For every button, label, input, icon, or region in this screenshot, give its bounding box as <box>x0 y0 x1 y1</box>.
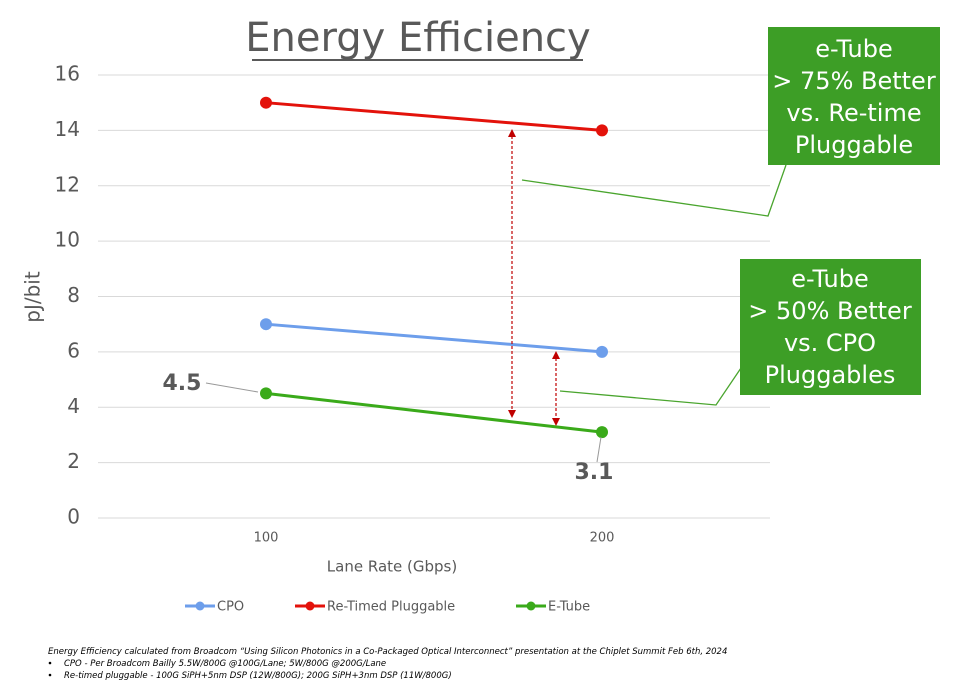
label-pointers <box>205 382 602 463</box>
callouts: e-Tube > 75% Better vs. Re-time Pluggable e-… <box>748 35 936 389</box>
bullet <box>48 673 52 677</box>
callout-text: e-Tube <box>791 265 868 293</box>
data-point <box>260 387 272 400</box>
callout-box <box>768 27 940 165</box>
data-point <box>596 124 608 137</box>
x-axis-label: Lane Rate (Gbps) <box>327 558 457 576</box>
legend-label: CPO <box>217 600 244 615</box>
footnote: Re-timed pluggable - 100G SiPH+5nm DSP (… <box>64 671 452 681</box>
callout-box <box>740 259 921 395</box>
legend-marker <box>305 601 315 611</box>
data-label: 4.5 <box>163 371 202 396</box>
series-line <box>265 322 603 354</box>
callout-text: vs. CPO <box>784 329 876 357</box>
y-tick-label: 12 <box>55 172 80 196</box>
callout-text: Pluggable <box>795 131 913 159</box>
difference-arrows <box>508 129 560 426</box>
chart-title: Energy Efficiency <box>245 15 590 61</box>
series-line <box>265 391 603 434</box>
legend-marker <box>195 601 205 611</box>
data-label: 3.1 <box>575 460 614 485</box>
y-tick-label: 4 <box>67 394 80 418</box>
y-tick-label: 10 <box>55 228 80 252</box>
data-point <box>260 96 272 109</box>
legend-label: E-Tube <box>548 600 590 615</box>
data-point <box>596 426 608 439</box>
callout-pointers <box>521 164 787 406</box>
data-point <box>260 318 272 331</box>
data-point <box>596 345 608 358</box>
callout-text: > 50% Better <box>748 297 912 325</box>
y-tick-label: 8 <box>67 283 80 307</box>
y-tick-label: 14 <box>55 117 80 141</box>
legend: CPO Re-Timed Pluggable E-Tube <box>185 600 590 615</box>
footnote: CPO - Per Broadcom Bailly 5.5W/800G @100… <box>64 659 386 669</box>
y-axis-label: pJ/bit <box>21 271 45 323</box>
x-tick-label: 100 <box>254 531 279 546</box>
callout-text: e-Tube <box>815 35 892 63</box>
callout-text: vs. Re-time <box>786 99 921 127</box>
y-tick-label: 2 <box>67 449 80 473</box>
callout-text: > 75% Better <box>772 67 936 95</box>
series-line <box>265 101 603 132</box>
legend-label: Re-Timed Pluggable <box>327 600 455 615</box>
plot-area: 0 2 4 6 8 10 12 14 16 100 200 <box>55 62 770 546</box>
x-tick-label: 200 <box>590 531 615 546</box>
legend-marker <box>526 601 536 611</box>
footnote: Energy Efficiency calculated from Broadc… <box>48 647 727 657</box>
y-tick-label: 6 <box>67 338 80 362</box>
y-tick-label: 0 <box>67 505 80 529</box>
bullet <box>48 661 52 665</box>
callout-text: Pluggables <box>765 361 896 389</box>
y-tick-label: 16 <box>55 62 80 86</box>
